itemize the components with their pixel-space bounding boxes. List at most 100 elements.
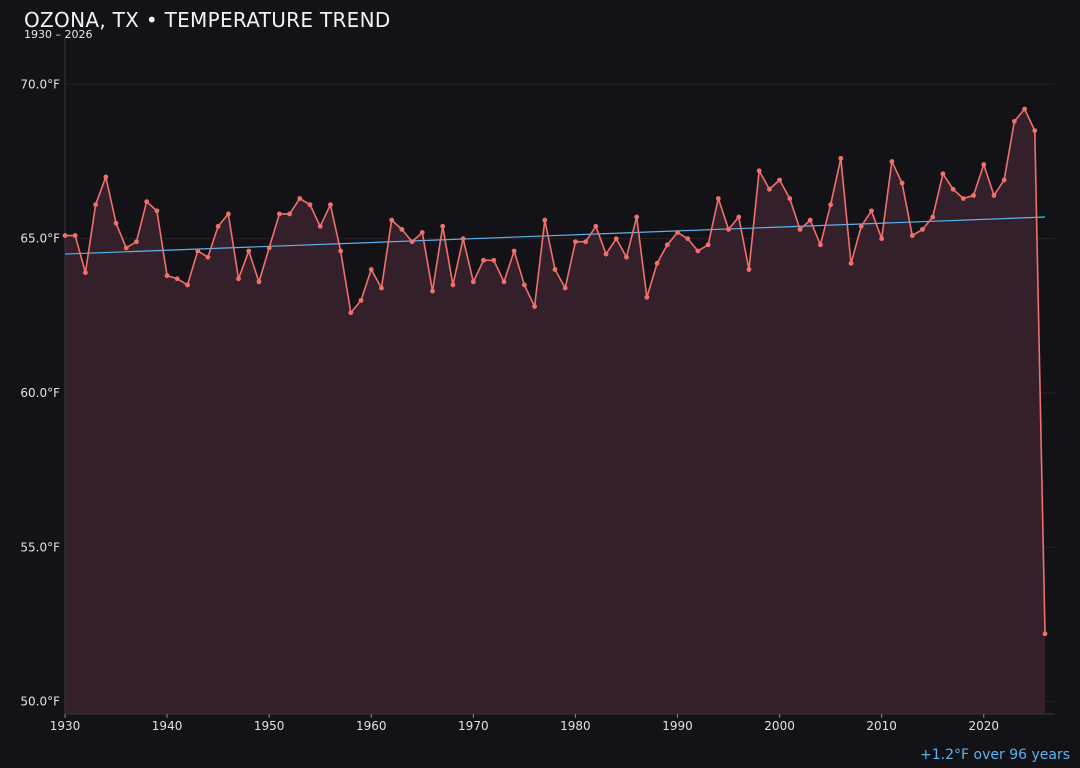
data-point: [450, 282, 456, 288]
data-point: [379, 285, 384, 291]
trend-line: [64, 216, 1046, 255]
data-point: [440, 223, 446, 229]
area-fill-layer: [65, 108, 1045, 715]
data-point: [328, 202, 333, 208]
data-point: [225, 211, 231, 217]
data-point: [246, 248, 252, 254]
data-point: [593, 223, 599, 229]
data-point: [348, 310, 354, 316]
data-point: [838, 155, 844, 161]
y-tick-label: 50.0°F: [20, 695, 60, 709]
data-point: [103, 174, 109, 180]
data-point: [236, 276, 241, 282]
data-point: [685, 236, 691, 242]
x-tick-label: 2010: [866, 719, 897, 733]
data-point: [613, 236, 619, 242]
data-point: [940, 171, 946, 177]
data-point: [664, 242, 670, 248]
y-tick-label: 60.0°F: [20, 386, 60, 400]
data-point: [266, 245, 272, 251]
data-point: [83, 270, 88, 275]
data-point: [470, 279, 476, 285]
temperature-area: [65, 108, 1045, 715]
data-point: [879, 236, 885, 242]
data-point: [521, 282, 527, 288]
data-point: [409, 239, 415, 245]
data-point: [154, 208, 160, 214]
data-point: [971, 193, 976, 198]
data-point: [675, 230, 680, 235]
data-point: [287, 211, 292, 217]
data-point: [297, 196, 303, 201]
data-point: [368, 267, 374, 272]
chart-subtitle: 1930 – 2026: [24, 28, 93, 41]
data-point: [215, 223, 221, 229]
x-tick-label: 2020: [968, 719, 999, 733]
data-point: [654, 260, 660, 266]
y-tick-label: 65.0°F: [20, 232, 60, 246]
data-point: [358, 297, 364, 303]
data-point: [256, 279, 262, 285]
data-point: [960, 196, 966, 201]
data-point: [644, 294, 650, 300]
data-point: [828, 202, 834, 208]
data-point: [195, 248, 201, 254]
data-point: [1042, 631, 1048, 637]
data-point: [797, 226, 803, 232]
x-tick-label: 1990: [662, 719, 693, 733]
data-point: [889, 159, 895, 164]
y-tick-label: 55.0°F: [20, 540, 60, 554]
data-point: [583, 239, 589, 245]
data-point: [746, 267, 752, 272]
chart-title: OZONA, TX • TEMPERATURE TREND: [24, 8, 391, 32]
x-tick-label: 1950: [254, 719, 285, 733]
data-point: [807, 217, 813, 223]
data-point: [1032, 128, 1038, 134]
y-tick-label: 70.0°F: [20, 77, 60, 91]
data-point: [950, 186, 956, 192]
data-point: [818, 242, 823, 248]
data-point: [460, 236, 466, 242]
data-point: [766, 186, 772, 192]
data-point: [756, 168, 762, 174]
data-point: [562, 285, 568, 291]
data-point: [93, 202, 99, 208]
trend-annotation: +1.2°F over 96 years: [920, 747, 1070, 763]
data-point: [981, 162, 987, 167]
data-point: [920, 226, 925, 232]
trend-line-layer: [64, 216, 1046, 255]
x-tick-label: 1980: [560, 719, 591, 733]
data-point: [72, 233, 78, 238]
x-tick-labels: 1930 1940 1950 1960 1970 1980 1990 2000 2010 2020: [50, 719, 999, 733]
data-point: [511, 248, 517, 254]
data-point: [787, 196, 793, 201]
data-points-layer: [62, 106, 1048, 637]
x-tick-label: 2000: [764, 719, 795, 733]
data-point: [481, 257, 486, 263]
data-point: [144, 199, 150, 204]
data-point: [174, 276, 180, 282]
data-point: [726, 226, 731, 232]
data-point: [848, 260, 854, 266]
data-point: [62, 233, 68, 238]
data-point: [399, 226, 405, 232]
data-point: [1022, 106, 1027, 112]
data-point: [307, 202, 313, 208]
data-point: [858, 223, 864, 229]
data-point: [134, 239, 139, 245]
data-point: [1001, 177, 1007, 183]
data-point: [603, 251, 609, 257]
data-point: [542, 217, 548, 223]
data-point: [695, 248, 701, 254]
axes: [64, 38, 1055, 718]
data-point: [532, 304, 537, 309]
data-point: [491, 257, 497, 263]
data-point: [634, 214, 640, 220]
data-point: [419, 230, 425, 235]
data-point: [624, 254, 629, 260]
data-point: [113, 220, 119, 226]
data-point: [164, 273, 170, 279]
data-point: [899, 180, 905, 186]
data-point: [736, 214, 742, 220]
data-point: [1011, 118, 1017, 124]
